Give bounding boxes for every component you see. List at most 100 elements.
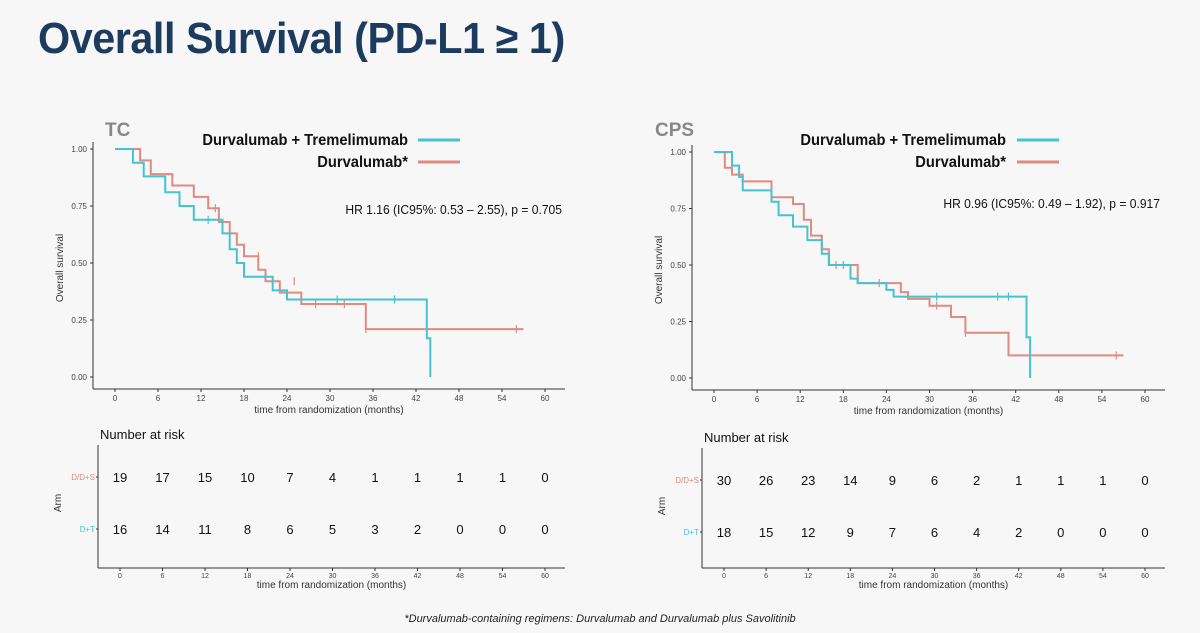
risk-x-tick-label: 18: [846, 573, 854, 580]
x-tick-label: 6: [755, 395, 760, 404]
risk-value: 1: [1057, 473, 1064, 488]
risk-value: 0: [541, 522, 548, 537]
risk-value: 19: [113, 470, 127, 485]
x-tick-label: 12: [197, 394, 206, 403]
km-curve: [714, 151, 1032, 378]
risk-row-label: D/D+S: [71, 473, 95, 482]
x-tick-label: 60: [1141, 395, 1150, 404]
x-tick-label: 0: [113, 394, 118, 403]
x-tick-label: 18: [240, 394, 249, 403]
y-tick-label: 0.50: [71, 259, 87, 268]
slide-title: Overall Survival (PD-L1 ≥ 1): [38, 14, 565, 63]
risk-value: 1: [1015, 473, 1022, 488]
risk-x-tick-label: 12: [804, 573, 812, 580]
panel-label: CPS: [655, 120, 694, 141]
x-tick-label: 48: [1054, 395, 1063, 404]
legend-label: Durvalumab + Tremelimumab: [800, 131, 1006, 149]
risk-x-tick-label: 60: [1141, 573, 1149, 580]
risk-x-tick-label: 0: [118, 573, 122, 580]
risk-value: 6: [931, 525, 938, 540]
x-axis-label: time from randomization (months): [254, 405, 404, 416]
risk-value: 2: [973, 473, 980, 488]
risk-x-tick-label: 54: [499, 573, 507, 580]
risk-value: 0: [1141, 525, 1148, 540]
x-tick-label: 24: [882, 395, 891, 404]
legend-label: Durvalumab + Tremelimumab: [202, 131, 408, 149]
risk-value: 9: [847, 525, 854, 540]
risk-value: 1: [456, 470, 463, 485]
x-tick-label: 48: [455, 394, 464, 403]
x-tick-label: 6: [156, 394, 161, 403]
km-curve: [714, 151, 1124, 357]
risk-value: 2: [414, 522, 421, 537]
risk-y-axis-label: Arm: [53, 494, 64, 512]
risk-x-tick-label: 48: [456, 573, 464, 580]
legend-label: Durvalumab*: [915, 153, 1006, 171]
risk-value: 1: [499, 470, 506, 485]
risk-value: 8: [244, 522, 251, 537]
risk-row-label: D/D+S: [675, 476, 699, 485]
risk-value: 1: [414, 470, 421, 485]
risk-value: 14: [155, 522, 169, 537]
y-tick-label: 0.00: [71, 373, 87, 382]
risk-x-tick-label: 18: [244, 573, 252, 580]
risk-value: 11: [198, 522, 212, 537]
risk-table-title: Number at risk: [704, 430, 789, 445]
risk-x-tick-label: 24: [889, 573, 897, 580]
risk-value: 0: [456, 522, 463, 537]
risk-value: 6: [286, 522, 293, 537]
risk-value: 0: [499, 522, 506, 537]
x-tick-label: 36: [369, 394, 378, 403]
risk-value: 1: [1099, 473, 1106, 488]
risk-value: 0: [541, 470, 548, 485]
risk-x-tick-label: 0: [722, 573, 726, 580]
y-tick-label: 1.00: [670, 148, 686, 157]
x-tick-label: 42: [1011, 395, 1020, 404]
hazard-ratio-text: HR 0.96 (IC95%: 0.49 – 1.92), p = 0.917: [943, 197, 1160, 211]
risk-value: 16: [113, 522, 127, 537]
x-tick-label: 60: [541, 394, 550, 403]
x-tick-label: 0: [712, 395, 717, 404]
x-tick-label: 30: [925, 395, 934, 404]
risk-x-tick-label: 6: [161, 573, 165, 580]
risk-row-label: D+T: [80, 525, 95, 534]
x-tick-label: 18: [839, 395, 848, 404]
y-tick-label: 1.00: [71, 145, 87, 154]
km-curve: [115, 148, 524, 331]
risk-x-tick-label: 36: [371, 573, 379, 580]
legend-label: Durvalumab*: [317, 153, 408, 171]
km-panel-tc: TC0.000.250.500.751.000 6 12 18 24 30 36 42 48 54…: [53, 120, 565, 591]
risk-x-tick-label: 6: [764, 573, 768, 580]
risk-value: 3: [371, 522, 378, 537]
risk-value: 9: [889, 473, 896, 488]
x-tick-label: 42: [412, 394, 421, 403]
x-tick-label: 36: [968, 395, 977, 404]
y-tick-label: 0.25: [670, 318, 686, 327]
risk-value: 15: [198, 470, 212, 485]
km-curve: [115, 148, 432, 377]
risk-value: 0: [1141, 473, 1148, 488]
risk-table-title: Number at risk: [100, 427, 185, 442]
risk-x-tick-label: 12: [201, 573, 209, 580]
y-tick-label: 0.25: [71, 316, 87, 325]
risk-value: 26: [759, 473, 773, 488]
risk-value: 0: [1099, 525, 1106, 540]
risk-value: 5: [329, 522, 336, 537]
y-axis-label: Overall survival: [654, 236, 665, 304]
x-tick-label: 30: [326, 394, 335, 403]
hazard-ratio-text: HR 1.16 (IC95%: 0.53 – 2.55), p = 0.705: [345, 203, 562, 217]
risk-x-tick-label: 30: [329, 573, 337, 580]
risk-x-tick-label: 42: [414, 573, 422, 580]
risk-value: 23: [801, 473, 815, 488]
risk-x-tick-label: 24: [286, 573, 294, 580]
risk-value: 0: [1057, 525, 1064, 540]
risk-value: 10: [240, 470, 254, 485]
x-axis-label: time from randomization (months): [854, 406, 1004, 417]
y-axis-label: Overall survival: [55, 234, 66, 302]
risk-value: 30: [717, 473, 731, 488]
risk-x-tick-label: 36: [973, 573, 981, 580]
risk-x-axis-label: time from randomization (months): [859, 580, 1009, 591]
risk-value: 15: [759, 525, 773, 540]
risk-value: 7: [286, 470, 293, 485]
